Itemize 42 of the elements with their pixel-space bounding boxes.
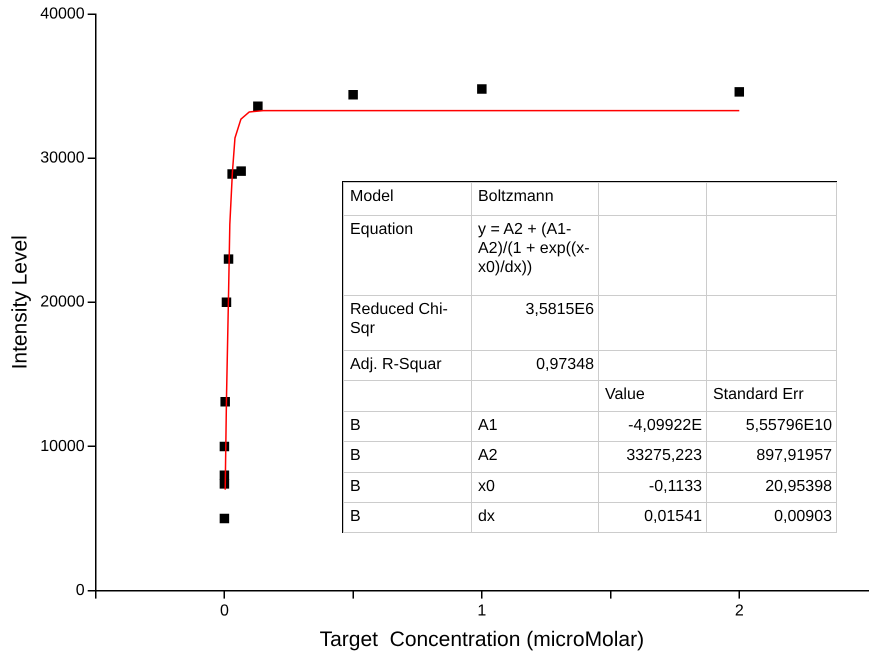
annotation: 20,95398 xyxy=(765,478,832,495)
annotation: A2 xyxy=(478,447,498,464)
annotation: x0 xyxy=(478,478,495,495)
annotation: Adj. R-Squar xyxy=(350,356,442,373)
point xyxy=(734,87,744,97)
annotation: 897,91957 xyxy=(756,447,832,464)
point xyxy=(253,102,263,111)
annotation: Boltzmann xyxy=(478,188,554,205)
annotation: y = A2 + (A1-A2)/(1 + exp((x-x0)/dx)) xyxy=(478,221,590,276)
x-tick-label: 1 xyxy=(477,602,486,620)
annotation: -4,09922E xyxy=(628,417,702,434)
y-tick-label: 30000 xyxy=(40,150,85,167)
y-axis-title: Intensity Level xyxy=(8,235,32,370)
point xyxy=(348,90,358,100)
annotation: Standard Err xyxy=(713,386,804,403)
annotation: 33275,223 xyxy=(626,447,702,464)
annotation: A1 xyxy=(478,417,498,434)
annotation: 0,97348 xyxy=(536,356,594,373)
x-tick-label: 0 xyxy=(220,602,229,620)
annotation: Model xyxy=(350,188,394,205)
point xyxy=(477,84,487,94)
y-tick-label: 0 xyxy=(76,582,85,600)
annotation: Equation xyxy=(350,221,414,238)
point xyxy=(220,514,230,524)
point xyxy=(236,166,246,176)
annotation: 5,55796E10 xyxy=(746,417,832,434)
y-tick-label: 40000 xyxy=(40,5,85,22)
annotation: B xyxy=(350,447,361,464)
annotation: Reduced Chi-Sqr xyxy=(350,301,448,337)
annotation: 0,00903 xyxy=(774,508,832,525)
annotation: Value xyxy=(605,386,645,403)
annotation: dx xyxy=(478,508,495,525)
annotation: B xyxy=(350,417,361,434)
x-axis-title: Target Concentration (microMolar) xyxy=(320,628,644,652)
annotation: B xyxy=(350,478,361,495)
annotation: 0,01541 xyxy=(644,508,702,525)
annotation: 3,5815E6 xyxy=(525,301,594,318)
annotation: -0,1133 xyxy=(648,478,702,495)
annotation: B xyxy=(350,508,361,525)
y-tick-label: 20000 xyxy=(40,294,85,311)
y-tick-label: 10000 xyxy=(40,438,85,455)
x-tick-label: 2 xyxy=(734,602,744,620)
